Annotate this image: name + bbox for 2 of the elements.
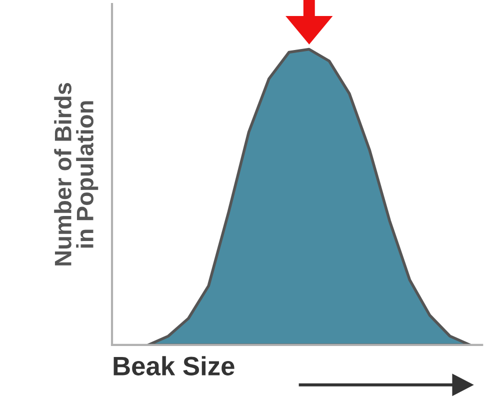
x-axis-title: Beak Size	[114, 356, 234, 376]
y-axis-title: Number of Birds in Population	[54, 82, 98, 266]
